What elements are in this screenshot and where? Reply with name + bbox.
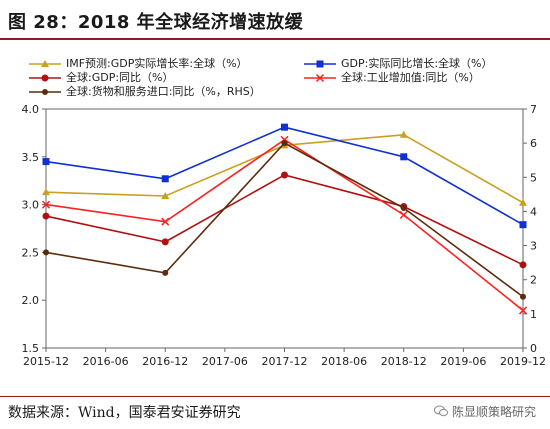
legend-swatch-dot-icon bbox=[29, 89, 61, 95]
legend-swatch-triangle-icon bbox=[29, 60, 61, 67]
legend-swatch-x-icon bbox=[304, 73, 336, 83]
wechat-icon bbox=[433, 405, 448, 417]
title-bar: 图 28：2018 年全球经济增速放缓 bbox=[0, 0, 550, 40]
right-axis-tick-label: 5 bbox=[530, 171, 537, 184]
series-line-2 bbox=[45, 174, 524, 266]
series-line-3 bbox=[45, 138, 524, 312]
data-point-0 bbox=[161, 191, 170, 199]
right-axis-tick-label: 0 bbox=[530, 342, 537, 355]
left-axis-tick-label: 3.5 bbox=[22, 151, 40, 164]
right-axis-tick-label: 4 bbox=[530, 205, 537, 218]
x-axis-tick-label: 2019-06 bbox=[440, 355, 486, 368]
data-point-4 bbox=[400, 205, 407, 212]
x-axis-tick-label: 2017-12 bbox=[262, 355, 308, 368]
right-axis-tick-label: 3 bbox=[530, 240, 537, 253]
data-point-3 bbox=[399, 210, 408, 219]
data-point-4 bbox=[520, 293, 526, 300]
data-point-2 bbox=[519, 261, 527, 269]
right-axis-tick-label: 6 bbox=[530, 137, 537, 150]
data-point-2 bbox=[161, 238, 169, 246]
legend-label-imports: 全球:货物和服务进口:同比（%，RHS） bbox=[66, 85, 261, 98]
left-axis-tick-label: 2.0 bbox=[22, 294, 40, 307]
data-point-4 bbox=[162, 269, 169, 276]
legend-swatch-square-icon bbox=[304, 60, 336, 68]
data-point-0 bbox=[519, 198, 527, 206]
x-axis-tick-label: 2018-12 bbox=[381, 355, 427, 368]
left-axis-tick-label: 2.5 bbox=[22, 246, 40, 259]
data-point-0 bbox=[399, 130, 408, 138]
data-point-0 bbox=[42, 188, 50, 196]
data-point-1 bbox=[519, 221, 527, 229]
x-axis-tick-label: 2016-12 bbox=[142, 355, 188, 368]
source-note: 数据来源：Wind，国泰君安证券研究 bbox=[8, 405, 241, 421]
left-axis-tick-label: 3.0 bbox=[22, 199, 40, 212]
data-point-1 bbox=[281, 123, 288, 131]
footer-divider bbox=[0, 396, 550, 397]
data-point-1 bbox=[400, 153, 408, 161]
data-point-3 bbox=[518, 306, 528, 315]
watermark: 陈显顺策略研究 bbox=[433, 403, 536, 420]
legend-label-industry: 全球:工业增加值:同比（%） bbox=[341, 71, 480, 84]
right-axis-tick-label: 2 bbox=[530, 274, 537, 287]
right-axis-tick-label: 7 bbox=[530, 103, 537, 116]
legend-label-imf: IMF预测:GDP实际增长率:全球（%） bbox=[66, 57, 248, 70]
x-axis-tick-label: 2017-06 bbox=[202, 355, 248, 368]
title-divider bbox=[0, 38, 550, 40]
legend-swatch-circle-icon bbox=[29, 74, 61, 82]
x-axis-tick-label: 2016-06 bbox=[83, 355, 129, 368]
x-axis-tick-label: 2019-12 bbox=[500, 355, 546, 368]
data-point-4 bbox=[281, 140, 288, 147]
left-axis-tick-label: 1.5 bbox=[22, 342, 40, 355]
data-point-2 bbox=[281, 171, 288, 179]
data-point-1 bbox=[161, 175, 169, 183]
data-point-3 bbox=[161, 217, 170, 226]
x-axis-tick-label: 2018-06 bbox=[321, 355, 367, 368]
right-axis-tick-label: 1 bbox=[530, 308, 537, 321]
data-point-1 bbox=[42, 158, 50, 166]
data-point-2 bbox=[42, 212, 50, 220]
left-axis-tick-label: 4.0 bbox=[22, 103, 40, 116]
x-axis-tick-label: 2015-12 bbox=[23, 355, 69, 368]
data-point-4 bbox=[43, 249, 49, 256]
data-point-3 bbox=[41, 200, 51, 209]
series-line-4 bbox=[45, 142, 524, 298]
page-title: 图 28：2018 年全球经济增速放缓 bbox=[8, 12, 304, 33]
watermark-text: 陈显顺策略研究 bbox=[451, 405, 536, 419]
legend-label-gdp-yoy: 全球:GDP:同比（%） bbox=[66, 71, 174, 84]
legend-label-gdp-real: GDP:实际同比增长:全球（%） bbox=[341, 57, 493, 70]
